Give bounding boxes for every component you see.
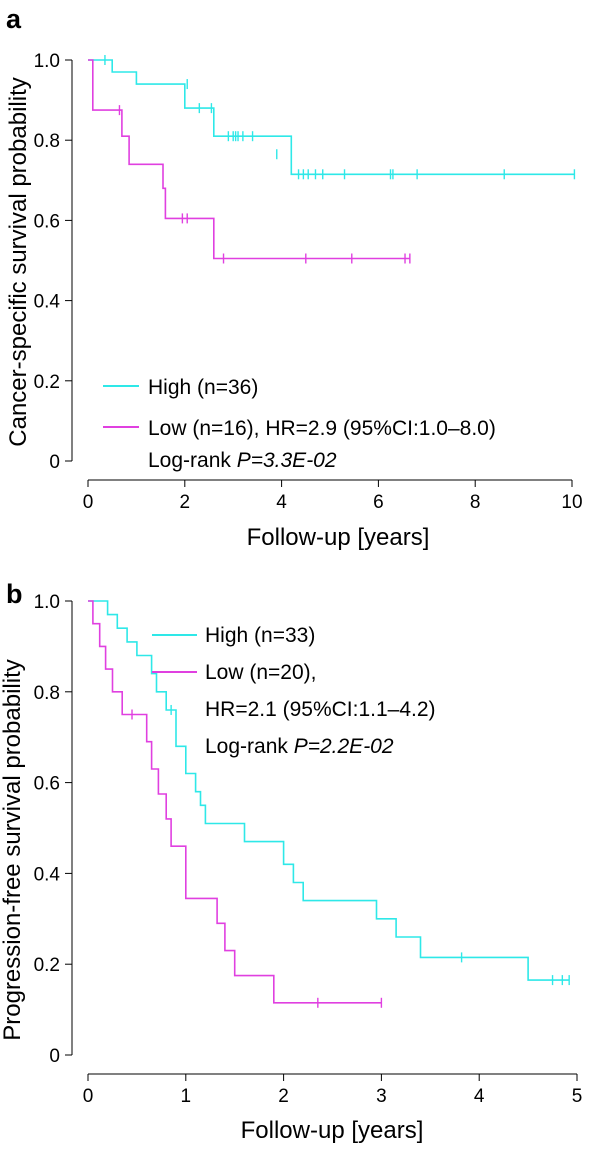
legend-label-low: Low (n=16), HR=2.9 (95%CI:1.0–8.0) [148, 417, 496, 440]
survival-curve-series-0 [88, 600, 570, 981]
x-tick-label: 8 [470, 492, 481, 513]
survival-chart-a: a 0 0.2 0.4 0.6 0.8 1.0 0 2 4 6 8 10 High (n=36) Lo… [5, 4, 583, 551]
y-tick-label: 0 [49, 452, 60, 473]
y-tick-label: 0.2 [34, 372, 60, 393]
curves-b [88, 600, 570, 1008]
x-axis-title: Follow-up [years] [247, 524, 430, 551]
y-tick-label: 0.6 [34, 211, 60, 232]
survival-curve-series-1 [88, 600, 382, 1004]
hazard-ratio-text: HR=2.1 (95%CI:1.1–4.2) [205, 698, 436, 721]
y-tick-label: 0.8 [34, 683, 60, 704]
legend-label-low: Low (n=20), [205, 661, 316, 684]
survival-curve-series-0 [88, 59, 575, 176]
logrank-prefix: Log-rank [148, 449, 237, 472]
logrank-annotation: Log-rank P=2.2E-02 [205, 735, 394, 758]
panel-label-b: b [6, 579, 23, 609]
y-tick-label: 1.0 [34, 51, 60, 72]
x-tick-label: 2 [180, 492, 191, 513]
x-tick-label: 4 [276, 492, 287, 513]
legend-label-high: High (n=33) [205, 624, 315, 647]
legend-a: High (n=36) Low (n=16), HR=2.9 (95%CI:1.… [103, 376, 496, 472]
x-axis-title: Follow-up [years] [241, 1117, 424, 1144]
y-tick-label: 0.8 [34, 131, 60, 152]
x-tick-label: 3 [376, 1086, 387, 1107]
x-tick-label: 2 [278, 1086, 289, 1107]
y-tick-label: 1.0 [34, 592, 60, 613]
x-tick-label: 0 [83, 1086, 94, 1107]
logrank-p-value: P=2.2E-02 [294, 735, 394, 758]
x-tick-label: 5 [572, 1086, 583, 1107]
curves-a [88, 55, 576, 264]
x-tick-label: 10 [561, 492, 582, 513]
chart-panel-a: a 0 0.2 0.4 0.6 0.8 1.0 0 2 4 6 8 10 High (n=36) Lo… [0, 0, 595, 560]
chart-panel-b: b 0 0.2 0.4 0.6 0.8 1.0 0 1 2 3 4 5 High (n=33) Low… [0, 575, 595, 1152]
panel-label-a: a [6, 4, 22, 34]
y-tick-label: 0.4 [34, 864, 61, 885]
axes-a: 0 0.2 0.4 0.6 0.8 1.0 0 2 4 6 8 10 [34, 51, 583, 513]
y-tick-label: 0.4 [34, 292, 61, 313]
x-tick-label: 4 [474, 1086, 485, 1107]
x-tick-label: 6 [373, 492, 384, 513]
y-tick-label: 0 [49, 1046, 60, 1067]
y-tick-label: 0.6 [34, 774, 60, 795]
x-tick-label: 0 [83, 492, 94, 513]
y-axis-title: Cancer-specific survival probability [5, 77, 32, 446]
x-tick-label: 1 [181, 1086, 192, 1107]
logrank-annotation: Log-rank P=3.3E-02 [148, 449, 337, 472]
survival-curve-series-1 [88, 59, 410, 260]
y-axis-title: Progression-free survival probability [0, 659, 26, 1041]
axes-b: 0 0.2 0.4 0.6 0.8 1.0 0 1 2 3 4 5 [34, 592, 583, 1107]
logrank-p-value: P=3.3E-02 [237, 449, 337, 472]
legend-label-high: High (n=36) [148, 376, 258, 399]
logrank-prefix: Log-rank [205, 735, 294, 758]
survival-chart-b: b 0 0.2 0.4 0.6 0.8 1.0 0 1 2 3 4 5 High (n=33) Low… [0, 579, 583, 1144]
legend-b: High (n=33) Low (n=20), HR=2.1 (95%CI:1.… [152, 624, 436, 758]
y-tick-label: 0.2 [34, 955, 60, 976]
